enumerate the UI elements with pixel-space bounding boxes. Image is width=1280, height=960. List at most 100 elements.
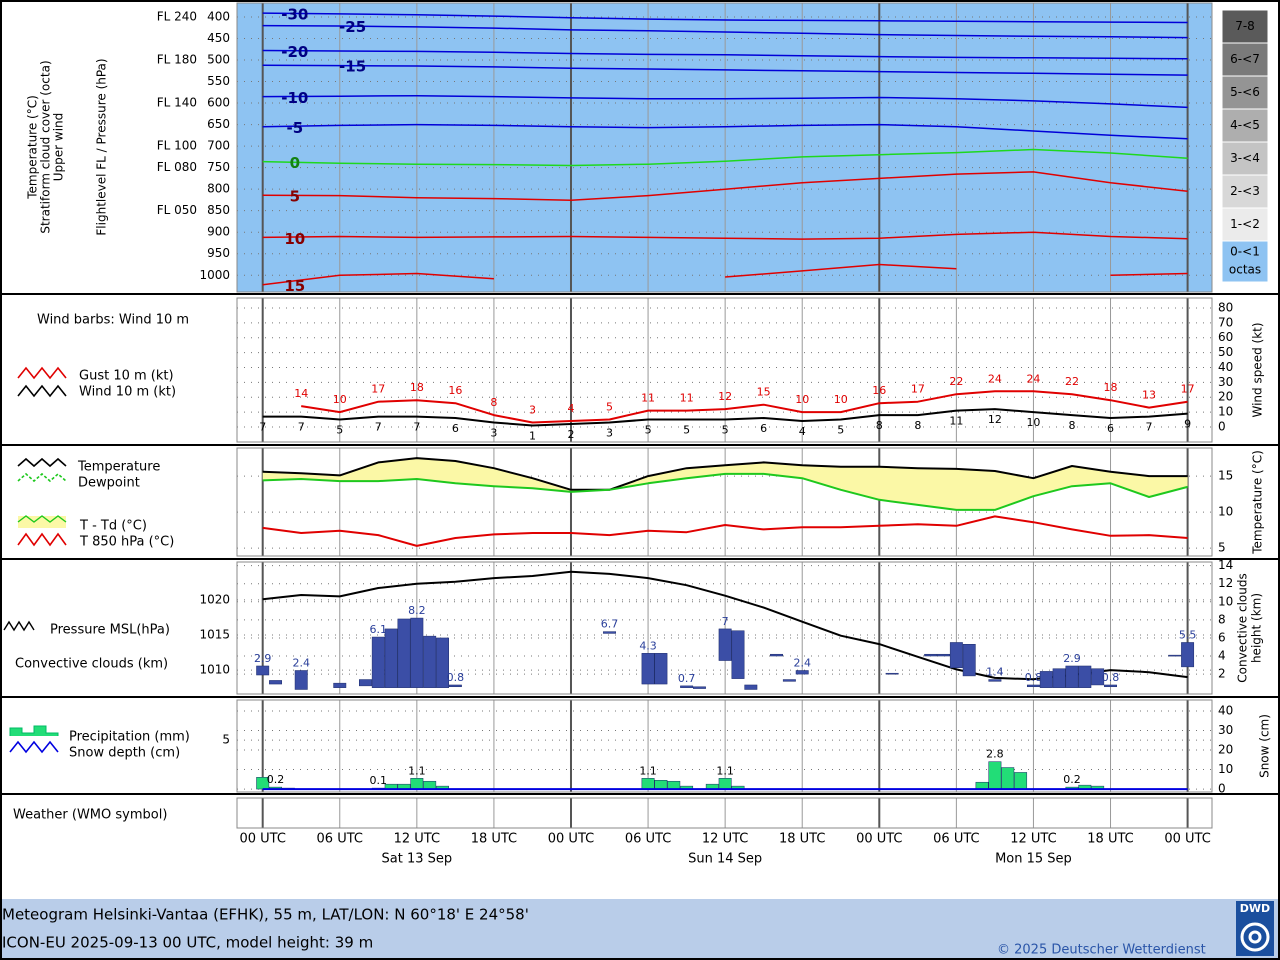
bar xyxy=(718,628,732,661)
y-tick-label: 30 xyxy=(1218,723,1233,737)
data-label: 2.4 xyxy=(793,656,811,669)
bar xyxy=(294,670,308,690)
data-label: 0.2 xyxy=(1063,773,1081,786)
data-label: 10 xyxy=(333,393,347,406)
data-label: 8 xyxy=(914,419,921,432)
legend-icon xyxy=(9,740,59,754)
x-tick-label: 12 UTC xyxy=(702,832,748,847)
legend-label: Dewpoint xyxy=(78,476,140,491)
bar xyxy=(975,781,989,790)
x-tick-label: 06 UTC xyxy=(625,832,671,847)
y2-axis-label: Snow (cm) xyxy=(1258,714,1272,778)
y-tick-label: 10 xyxy=(1218,762,1233,776)
line xyxy=(262,24,1188,39)
data-label: 15 xyxy=(757,386,771,399)
contour-label: -5 xyxy=(286,119,303,137)
y-tick-label: 60 xyxy=(1218,330,1233,344)
data-label: 5 xyxy=(645,424,652,437)
data-label: 11 xyxy=(680,392,694,405)
legend-label: T 850 hPa (°C) xyxy=(79,535,174,550)
legend-label: Gust 10 m (kt) xyxy=(79,369,174,384)
legend-label: T - Td (°C) xyxy=(79,519,147,534)
data-label: 11 xyxy=(949,415,963,428)
plot-background xyxy=(237,3,1212,292)
legend-swatch xyxy=(1221,174,1269,209)
data-label: 0.2 xyxy=(267,773,285,786)
data-label: 1.4 xyxy=(986,666,1004,679)
line xyxy=(262,408,1188,427)
y-tick-label: 10 xyxy=(1218,505,1233,519)
bar xyxy=(333,682,347,688)
data-label: 9 xyxy=(1184,418,1191,431)
y-tick-label: 14 xyxy=(1218,558,1233,572)
bar xyxy=(744,684,758,690)
y-axis-label: Temperature (°C) xyxy=(1251,450,1265,555)
line xyxy=(301,390,1188,424)
bar xyxy=(1014,772,1028,790)
x-tick-label: 12 UTC xyxy=(1010,832,1056,847)
legend-label: 5-<6 xyxy=(1230,85,1260,99)
data-label: 6 xyxy=(760,422,767,435)
data-label: 6 xyxy=(1107,422,1114,435)
day-label: Sun 14 Sep xyxy=(688,852,762,867)
bar xyxy=(423,780,437,790)
x-tick-label: 18 UTC xyxy=(1087,832,1133,847)
data-label: 12 xyxy=(988,413,1002,426)
legend-swatch xyxy=(1221,141,1269,176)
y-tick-label: 1010 xyxy=(199,663,230,677)
legend-swatch xyxy=(1221,9,1269,44)
data-label: 4.3 xyxy=(639,639,657,652)
legend-icon xyxy=(18,516,66,528)
y-tick-label: 1020 xyxy=(199,592,230,606)
bar xyxy=(423,635,437,688)
y-tick-label: 750 xyxy=(207,160,230,174)
data-label: 7 xyxy=(259,421,266,434)
contour-label: 5 xyxy=(290,188,300,206)
line xyxy=(1110,272,1188,277)
line xyxy=(262,171,1188,202)
bar xyxy=(1026,684,1040,688)
flight-level-label: FL 240 xyxy=(157,9,197,23)
data-label: 10 xyxy=(834,393,848,406)
contour-label: 15 xyxy=(284,277,305,295)
contour-label: -20 xyxy=(281,43,308,61)
bar xyxy=(782,679,796,682)
data-label: 7 xyxy=(298,421,305,434)
line xyxy=(262,123,1188,140)
y-tick-label: 30 xyxy=(1218,375,1233,389)
y2-axis-label: Convective clouds xyxy=(1236,573,1250,683)
legend-icon xyxy=(17,472,67,483)
y-axis-label: Stratiform cloud cover (octa) xyxy=(39,60,53,233)
plot-frame xyxy=(236,797,1213,829)
legend-title: Wind barbs: Wind 10 m xyxy=(37,313,189,328)
bar xyxy=(1078,665,1092,688)
line xyxy=(262,457,1188,491)
bar xyxy=(770,653,783,657)
data-label: 0.8 xyxy=(447,671,465,684)
data-label: 10 xyxy=(1026,416,1040,429)
line xyxy=(262,49,1188,60)
y-tick-label: 450 xyxy=(207,31,230,45)
legend-label: Pressure MSL(hPa) xyxy=(50,623,170,638)
y-tick-label: 40 xyxy=(1218,360,1233,374)
x-tick-label: 00 UTC xyxy=(856,832,902,847)
bar xyxy=(795,670,809,675)
y-tick-label: 600 xyxy=(207,96,230,110)
data-label: 0.8 xyxy=(1102,671,1120,684)
y-tick-label: 900 xyxy=(207,225,230,239)
data-label: 8 xyxy=(876,419,883,432)
y-tick-label: 800 xyxy=(207,182,230,196)
data-label: 1.1 xyxy=(716,764,734,777)
y-tick-label: 15 xyxy=(1218,469,1233,483)
panel-title: Weather (WMO symbol) xyxy=(13,808,167,823)
bar xyxy=(718,778,732,790)
y-tick-label: 5 xyxy=(222,733,230,747)
contour-label: -10 xyxy=(281,89,308,107)
bar xyxy=(962,644,976,677)
legend-icon xyxy=(17,457,67,468)
legend-swatch xyxy=(1221,207,1269,242)
data-label: 7 xyxy=(1146,421,1153,434)
t-td-fill xyxy=(262,458,1188,510)
contour-label: -30 xyxy=(281,6,308,24)
bar xyxy=(1091,668,1105,686)
